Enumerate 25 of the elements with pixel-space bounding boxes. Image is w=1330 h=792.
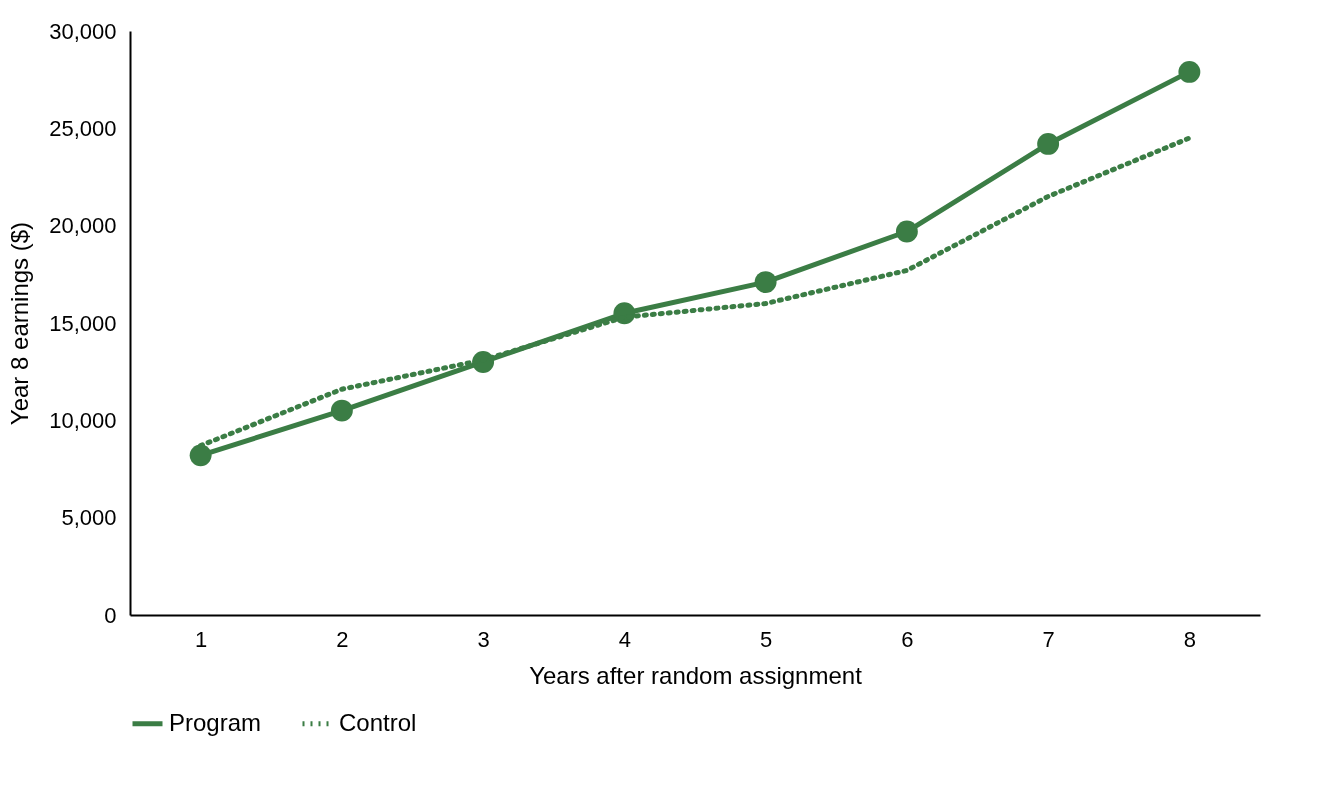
- x-tick-label: 8: [1183, 626, 1196, 652]
- y-tick-label: 20,000: [49, 213, 117, 239]
- point: [330, 399, 353, 422]
- y-tick-label: 10,000: [49, 407, 117, 433]
- x-axis-title: Years after random assignment: [529, 661, 863, 689]
- y-tick-label: 30,000: [49, 18, 117, 44]
- x-tick-label: 7: [1042, 626, 1055, 652]
- point: [1037, 132, 1060, 155]
- legend-label: Control: [339, 708, 417, 736]
- y-axis-title: Year 8 earnings ($): [6, 221, 34, 426]
- y-tick-label: 5,000: [61, 505, 117, 531]
- x-tick-label: 3: [477, 626, 490, 652]
- legend-label: Program: [169, 708, 262, 736]
- point: [189, 444, 212, 467]
- point: [754, 271, 777, 294]
- x-tick-label: 1: [195, 626, 208, 652]
- y-tick-label: 0: [104, 602, 117, 628]
- y-tick-label: 15,000: [49, 310, 117, 336]
- x-tick-label: 5: [760, 626, 773, 652]
- x-tick-label: 6: [901, 626, 914, 652]
- point: [1178, 60, 1201, 83]
- x-tick-label: 4: [618, 626, 631, 652]
- y-tick-label: 25,000: [49, 115, 117, 141]
- x-tick-label: 2: [336, 626, 349, 652]
- point: [895, 220, 918, 243]
